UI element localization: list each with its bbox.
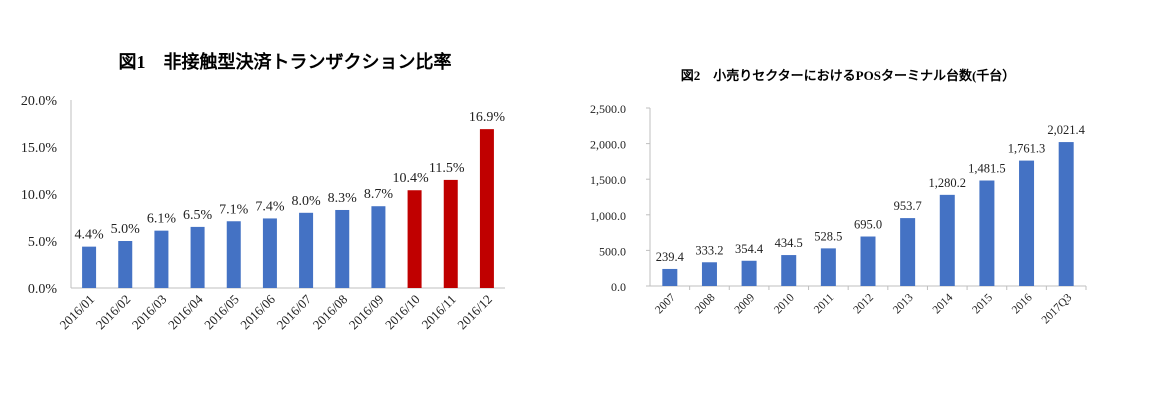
x-tick-label: 2016/06 xyxy=(237,291,278,332)
data-label: 8.3% xyxy=(328,191,358,206)
y-tick-label: 2,500.0 xyxy=(590,102,626,116)
x-tick-label: 2016/09 xyxy=(346,292,387,333)
bar xyxy=(662,268,678,286)
bar xyxy=(900,218,916,286)
data-label: 239.4 xyxy=(656,250,685,264)
data-label: 528.5 xyxy=(814,229,842,243)
data-label: 1,280.2 xyxy=(929,176,967,190)
data-label: 8.7% xyxy=(364,187,394,202)
y-tick-label: 10.0% xyxy=(21,188,58,203)
x-tick-label: 2016/10 xyxy=(382,292,423,333)
x-tick-label: 2016/01 xyxy=(56,292,97,333)
x-tick-label: 2015 xyxy=(970,291,995,316)
x-tick-label: 2007 xyxy=(653,291,678,316)
y-tick-label: 1,000.0 xyxy=(590,209,626,223)
bar xyxy=(407,190,422,288)
x-tick-label: 2014 xyxy=(931,291,956,316)
bar xyxy=(820,248,836,286)
chart-title: 図1 非接触型決済トランザクション比率 xyxy=(119,51,452,72)
x-tick-label: 2010 xyxy=(772,291,797,316)
y-tick-label: 0.0 xyxy=(611,280,626,294)
bar xyxy=(781,255,797,286)
y-tick-label: 2,000.0 xyxy=(590,138,626,152)
bar xyxy=(335,209,350,288)
bar xyxy=(1019,160,1035,286)
y-tick-label: 20.0% xyxy=(21,94,58,109)
bar xyxy=(262,218,277,288)
x-tick-label: 2011 xyxy=(812,291,837,316)
data-label: 434.5 xyxy=(775,236,803,250)
data-label: 7.1% xyxy=(219,202,249,217)
x-tick-label: 2016/11 xyxy=(418,292,458,332)
data-label: 5.0% xyxy=(111,222,141,237)
chart-2: 図2 小売りセクターにおけるPOSターミナル台数(千台） 0.0 500.0 1,00… xyxy=(590,68,1087,326)
x-tick-label: 2016/05 xyxy=(201,292,242,333)
bar xyxy=(701,262,717,286)
bar xyxy=(299,212,314,288)
x-tick-label: 2009 xyxy=(732,291,757,316)
bar xyxy=(741,260,757,286)
data-label: 1,481.5 xyxy=(968,162,1006,176)
data-label: 8.0% xyxy=(291,194,321,209)
y-tick-label: 500.0 xyxy=(599,244,626,258)
data-label: 953.7 xyxy=(894,199,922,213)
bar xyxy=(939,194,955,286)
x-tick-label: 2012 xyxy=(851,291,876,316)
bar xyxy=(226,221,241,288)
bar xyxy=(443,179,458,288)
data-label: 695.0 xyxy=(854,218,882,232)
chart-title: 図2 小売りセクターにおけるPOSターミナル台数(千台） xyxy=(681,68,1016,83)
data-label: 11.5% xyxy=(429,161,465,176)
bar xyxy=(371,206,386,288)
x-tick-label: 2016 xyxy=(1010,291,1035,316)
bar xyxy=(979,180,995,286)
data-label: 6.5% xyxy=(183,208,213,223)
x-tick-label: 2016/12 xyxy=(454,292,495,333)
x-tick-label: 2016/04 xyxy=(165,291,206,332)
data-label: 4.4% xyxy=(74,228,104,243)
x-tick-label: 2013 xyxy=(891,291,916,316)
data-label: 354.4 xyxy=(735,242,764,256)
bar xyxy=(82,246,97,288)
bar xyxy=(118,241,133,288)
y-tick-label: 0.0% xyxy=(28,282,58,297)
data-label: 333.2 xyxy=(695,243,723,257)
x-tick-label: 2016/02 xyxy=(93,292,134,333)
x-tick-label: 2008 xyxy=(693,291,718,316)
bar xyxy=(860,236,876,286)
x-tick-label: 2017Q3 xyxy=(1040,291,1075,326)
bar xyxy=(154,230,169,288)
x-tick-label: 2016/07 xyxy=(273,291,314,332)
y-tick-label: 5.0% xyxy=(28,235,58,250)
data-label: 6.1% xyxy=(147,212,177,227)
data-label: 2,021.4 xyxy=(1047,123,1085,137)
data-label: 16.9% xyxy=(469,110,506,125)
x-tick-label: 2016/03 xyxy=(129,292,170,333)
bar xyxy=(479,129,494,288)
data-label: 7.4% xyxy=(255,199,285,214)
x-tick-label: 2016/08 xyxy=(310,292,351,333)
chart-1: 図1 非接触型決済トランザクション比率 0.0% 5.0% 10.0% 15.0% 20.… xyxy=(21,51,506,332)
y-tick-label: 15.0% xyxy=(21,141,58,156)
data-label: 1,761.3 xyxy=(1008,142,1046,156)
y-tick-label: 1,500.0 xyxy=(590,173,626,187)
bar xyxy=(1058,142,1074,286)
bar xyxy=(190,226,205,288)
data-label: 10.4% xyxy=(392,171,429,186)
